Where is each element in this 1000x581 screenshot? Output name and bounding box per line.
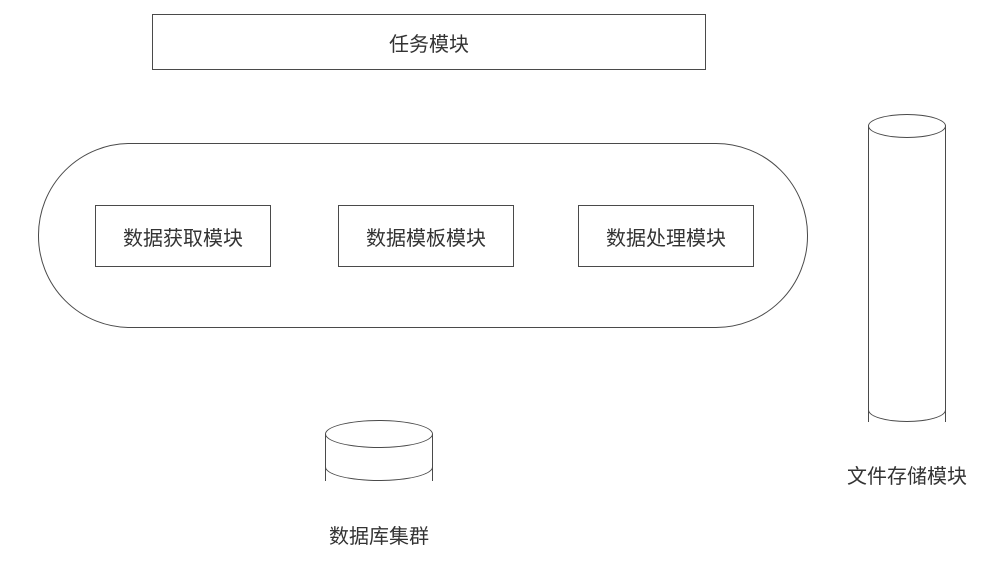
- data-process-box: 数据处理模块: [578, 205, 754, 267]
- data-fetch-label: 数据获取模块: [123, 222, 243, 251]
- task-module-label: 任务模块: [389, 28, 469, 57]
- file-store-cylinder: [868, 114, 946, 434]
- data-process-label: 数据处理模块: [606, 222, 726, 251]
- data-fetch-box: 数据获取模块: [95, 205, 271, 267]
- file-store-top: [868, 114, 946, 138]
- db-cluster-cylinder: [325, 420, 433, 495]
- db-cluster-top: [325, 420, 433, 448]
- file-store-label: 文件存储模块: [807, 460, 1000, 489]
- task-module-box: 任务模块: [152, 14, 706, 70]
- data-template-box: 数据模板模块: [338, 205, 514, 267]
- data-template-label: 数据模板模块: [366, 222, 486, 251]
- file-store-body: [868, 126, 946, 422]
- db-cluster-label: 数据库集群: [279, 520, 479, 549]
